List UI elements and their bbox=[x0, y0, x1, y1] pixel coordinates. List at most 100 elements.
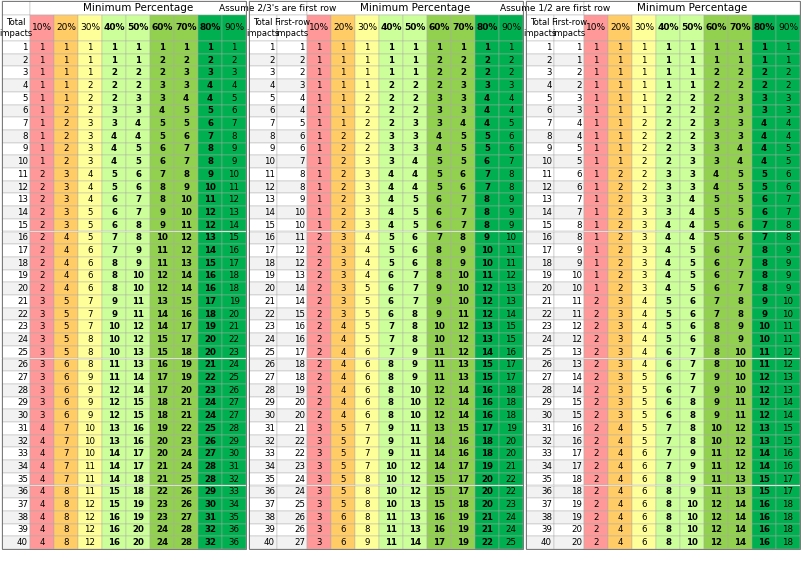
Text: 19: 19 bbox=[571, 500, 582, 509]
Bar bbox=[427, 168, 451, 180]
Bar bbox=[277, 257, 307, 270]
Text: 2: 2 bbox=[412, 81, 418, 90]
Text: 20: 20 bbox=[17, 284, 28, 293]
Bar bbox=[403, 15, 427, 41]
Text: 2: 2 bbox=[665, 157, 671, 166]
Text: 9: 9 bbox=[509, 195, 514, 204]
Text: 6: 6 bbox=[761, 195, 767, 204]
Bar bbox=[584, 155, 608, 168]
Text: 1: 1 bbox=[617, 93, 623, 103]
Bar bbox=[704, 41, 728, 54]
Text: 17: 17 bbox=[457, 462, 469, 471]
Text: 8: 8 bbox=[207, 157, 213, 166]
Bar bbox=[54, 92, 78, 104]
Bar bbox=[2, 536, 30, 549]
Text: 4: 4 bbox=[300, 107, 305, 115]
Bar bbox=[608, 371, 632, 384]
Text: 9: 9 bbox=[737, 335, 743, 344]
Text: 4: 4 bbox=[508, 107, 514, 115]
Bar bbox=[277, 66, 307, 79]
Text: 17: 17 bbox=[180, 335, 192, 344]
Bar bbox=[2, 511, 30, 524]
Text: 20: 20 bbox=[571, 538, 582, 547]
Text: 4: 4 bbox=[340, 335, 346, 344]
Bar bbox=[499, 397, 523, 409]
Bar bbox=[379, 435, 403, 448]
Bar bbox=[102, 498, 126, 511]
Bar bbox=[554, 130, 584, 143]
Bar bbox=[2, 180, 30, 194]
Text: 20: 20 bbox=[481, 474, 493, 484]
Text: 6: 6 bbox=[388, 297, 394, 306]
Bar bbox=[331, 333, 355, 346]
Bar bbox=[608, 320, 632, 333]
Bar bbox=[102, 130, 126, 143]
Bar bbox=[54, 511, 78, 524]
Text: 8: 8 bbox=[388, 398, 394, 407]
Text: 19: 19 bbox=[156, 424, 168, 433]
Bar bbox=[78, 270, 102, 282]
Text: 1: 1 bbox=[593, 208, 599, 217]
Text: 6: 6 bbox=[183, 132, 189, 141]
Bar bbox=[680, 104, 704, 117]
Bar bbox=[728, 460, 752, 473]
Bar bbox=[728, 282, 752, 295]
Bar bbox=[78, 206, 102, 219]
Bar bbox=[102, 104, 126, 117]
Bar bbox=[656, 206, 680, 219]
Text: 3: 3 bbox=[316, 462, 322, 471]
Bar bbox=[2, 371, 30, 384]
Bar bbox=[656, 180, 680, 194]
Text: 18: 18 bbox=[571, 488, 582, 496]
Bar bbox=[704, 117, 728, 130]
Bar bbox=[150, 473, 174, 485]
Text: 20: 20 bbox=[481, 500, 493, 509]
Bar bbox=[102, 257, 126, 270]
Text: 2: 2 bbox=[364, 144, 369, 154]
Text: 4: 4 bbox=[617, 488, 623, 496]
Text: 3: 3 bbox=[617, 322, 623, 331]
Text: 10: 10 bbox=[84, 449, 96, 458]
Text: 8: 8 bbox=[484, 221, 490, 230]
Bar bbox=[403, 130, 427, 143]
Bar bbox=[222, 155, 246, 168]
Bar bbox=[704, 143, 728, 155]
Bar bbox=[126, 143, 150, 155]
Bar bbox=[2, 155, 30, 168]
Text: 20: 20 bbox=[571, 525, 582, 535]
Bar bbox=[526, 346, 554, 359]
Text: 3: 3 bbox=[388, 132, 394, 141]
Text: 6: 6 bbox=[642, 462, 646, 471]
Text: 1: 1 bbox=[39, 43, 45, 52]
Text: 2: 2 bbox=[761, 68, 767, 77]
Bar bbox=[30, 435, 54, 448]
Text: 12: 12 bbox=[710, 513, 722, 522]
Bar bbox=[307, 308, 331, 320]
Bar bbox=[704, 384, 728, 397]
Bar bbox=[126, 66, 150, 79]
Bar bbox=[475, 371, 499, 384]
Text: 5: 5 bbox=[713, 195, 719, 204]
Bar bbox=[307, 333, 331, 346]
Bar bbox=[776, 498, 800, 511]
Text: 5: 5 bbox=[737, 195, 743, 204]
Text: 1: 1 bbox=[270, 43, 275, 52]
Bar bbox=[78, 473, 102, 485]
Text: 6: 6 bbox=[412, 233, 418, 242]
Text: 33: 33 bbox=[264, 449, 275, 458]
Bar bbox=[30, 194, 54, 206]
Bar bbox=[403, 41, 427, 54]
Text: 5: 5 bbox=[340, 462, 346, 471]
Bar bbox=[475, 54, 499, 66]
Text: 14: 14 bbox=[180, 284, 192, 293]
Bar bbox=[379, 257, 403, 270]
Bar bbox=[102, 397, 126, 409]
Text: 5: 5 bbox=[642, 373, 646, 382]
Bar bbox=[102, 155, 126, 168]
Bar bbox=[704, 448, 728, 460]
Bar bbox=[30, 1, 246, 15]
Bar bbox=[728, 422, 752, 435]
Text: 1: 1 bbox=[63, 56, 69, 65]
Bar bbox=[2, 92, 30, 104]
Text: 2: 2 bbox=[87, 81, 93, 90]
